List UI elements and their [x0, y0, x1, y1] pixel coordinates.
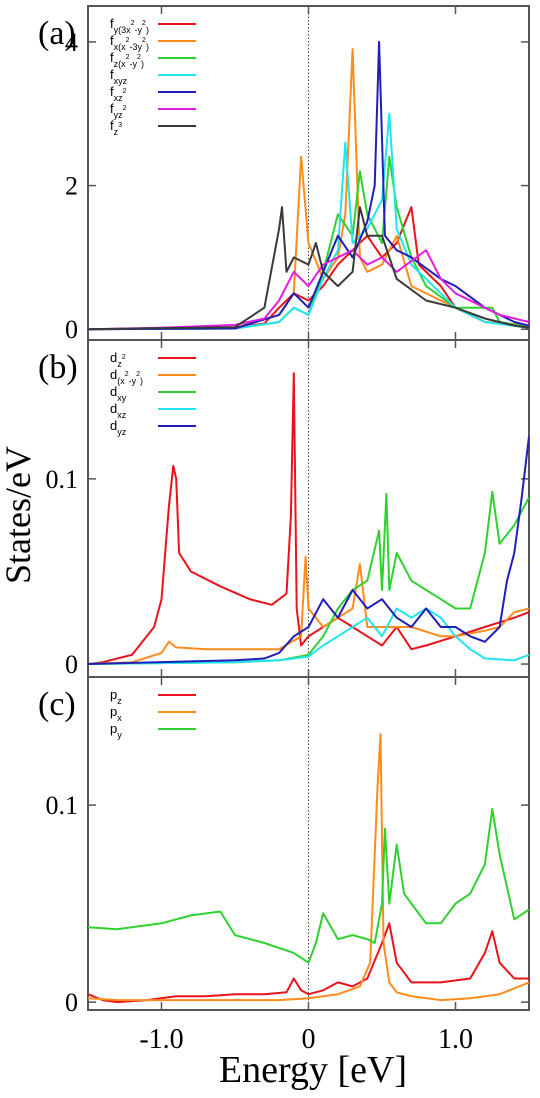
legend-entry-label: fy(3x2-y2): [110, 16, 149, 35]
legend-entry-label: fxyz: [110, 67, 128, 86]
legend-entry-label: dyz: [110, 418, 127, 437]
panels-group: (a)024fy(3x2-y2)fx(x2-3y2)fz(x2-y2)fxyzf…: [38, 5, 530, 1055]
y-tick-label: 0.1: [46, 465, 79, 494]
legend-entry-label: dxy: [110, 384, 127, 403]
legend-entry-label: pz: [110, 687, 122, 706]
legend-entry-label: dxz: [110, 401, 127, 420]
legend-entry-label: fyz2: [110, 101, 127, 120]
legend-entry-label: py: [110, 721, 122, 740]
series-line-d-z: [88, 372, 529, 665]
series-group: [88, 372, 529, 665]
panel-0: (a)024fy(3x2-y2)fx(x2-3y2)fz(x2-y2)fxyzf…: [38, 5, 530, 344]
series-line-p-y: [88, 808, 529, 964]
panel-label: (a): [38, 15, 76, 52]
series-line-f-xz: [88, 40, 529, 331]
y-tick-label: 0: [65, 315, 78, 344]
legend-entry-label: fz(x2-y2): [110, 50, 144, 69]
x-tick-label: 0: [302, 1024, 316, 1055]
series-line-p-x: [88, 733, 529, 1002]
y-tick-label: 0: [65, 988, 78, 1017]
series-line-f-yz: [88, 249, 529, 331]
legend-entry-label: px: [110, 704, 122, 723]
y-axis-label: States/eV: [0, 446, 38, 584]
series-group: [88, 40, 529, 331]
panel-label: (b): [38, 349, 78, 386]
panel-label: (c): [38, 686, 76, 723]
legend-entry-label: dz2: [110, 350, 126, 369]
legend-entry-label: fxz2: [110, 84, 127, 103]
series-line-p-z: [88, 922, 529, 1004]
y-tick-label: 4: [65, 28, 78, 57]
series-line-d-xz: [88, 607, 529, 665]
legend-entry-label: d(x2-y2): [110, 367, 143, 386]
y-tick-label: 0: [65, 650, 78, 679]
y-tick-label: 0.1: [46, 791, 79, 820]
series-line-f-xyz: [88, 112, 529, 331]
series-line-f-z: [88, 206, 529, 331]
series-group: [88, 733, 529, 1004]
legend-entry-label: fz3: [110, 118, 122, 137]
x-axis-label: Energy [eV]: [219, 1049, 407, 1091]
y-tick-label: 2: [65, 172, 78, 201]
x-tick-label: 1.0: [438, 1024, 473, 1055]
legend-entry-label: fx(x2-3y2): [110, 33, 149, 52]
x-tick-label: -1.0: [139, 1024, 183, 1055]
series-line-d-xy: [88, 490, 529, 665]
series-line-d-yz: [88, 436, 529, 665]
